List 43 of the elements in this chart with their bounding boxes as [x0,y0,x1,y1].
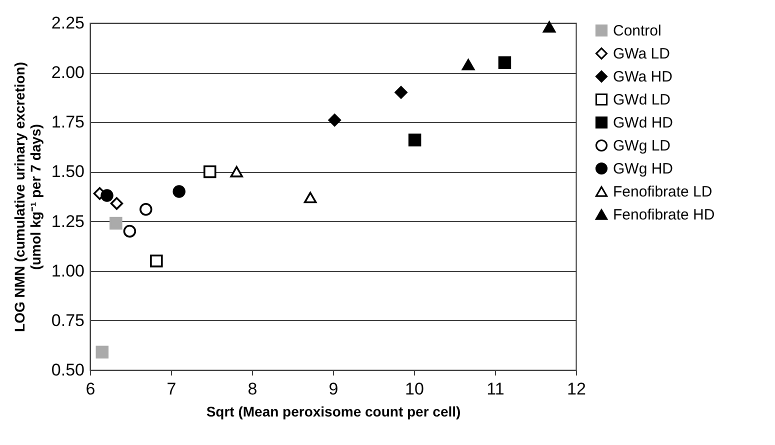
point [123,224,136,238]
point [96,346,109,359]
legend-label: Control [613,22,662,40]
x-tick-label: 8 [248,380,258,398]
y-tick-label: 1.50 [51,162,84,182]
point [394,86,408,99]
point [204,165,216,178]
point [462,58,475,70]
y-tick-label: 0.50 [51,360,84,380]
x-tick-label: 6 [86,380,96,398]
y-tick-label: 1.00 [51,261,84,280]
x-axis-title: Sqrt (Mean peroxisome count per cell) [206,404,461,420]
y-tick-label: 2.00 [51,63,84,82]
point [328,114,341,127]
legend-label: Fenofibrate LD [613,184,712,200]
y-tick-label: 0.75 [51,310,84,330]
point [140,203,152,216]
point [110,216,122,230]
legend-label: GWd LD [613,92,671,108]
point [110,197,124,210]
x-tick-label: 10 [405,380,424,398]
legend-label: GWa HD [613,68,673,86]
legend-label: GWg LD [613,138,671,154]
x-tick-label: 7 [166,380,176,398]
point [542,21,556,33]
x-tick-label: 12 [567,380,586,398]
point [230,166,243,178]
point [408,134,422,146]
x-tick-label: 11 [486,380,504,398]
y-axis-title: LOG NMN (cumulative urinary excretion) (umol kg⁻¹ per 7 days) [11,62,44,332]
point [150,254,163,268]
legend-label: Fenofibrate HD [613,206,715,224]
y-tick-label: 1.75 [51,112,84,132]
point [304,192,317,204]
y-tick-label: 2.25 [51,14,84,32]
legend-label: GWd HD [613,114,674,132]
point [172,185,186,198]
point [498,56,512,70]
legend-label: GWa LD [613,46,670,62]
y-tick-label: 1.25 [51,212,84,231]
legend-label: GWg HD [613,160,674,178]
x-tick-label: 9 [328,380,338,398]
point [100,189,114,202]
